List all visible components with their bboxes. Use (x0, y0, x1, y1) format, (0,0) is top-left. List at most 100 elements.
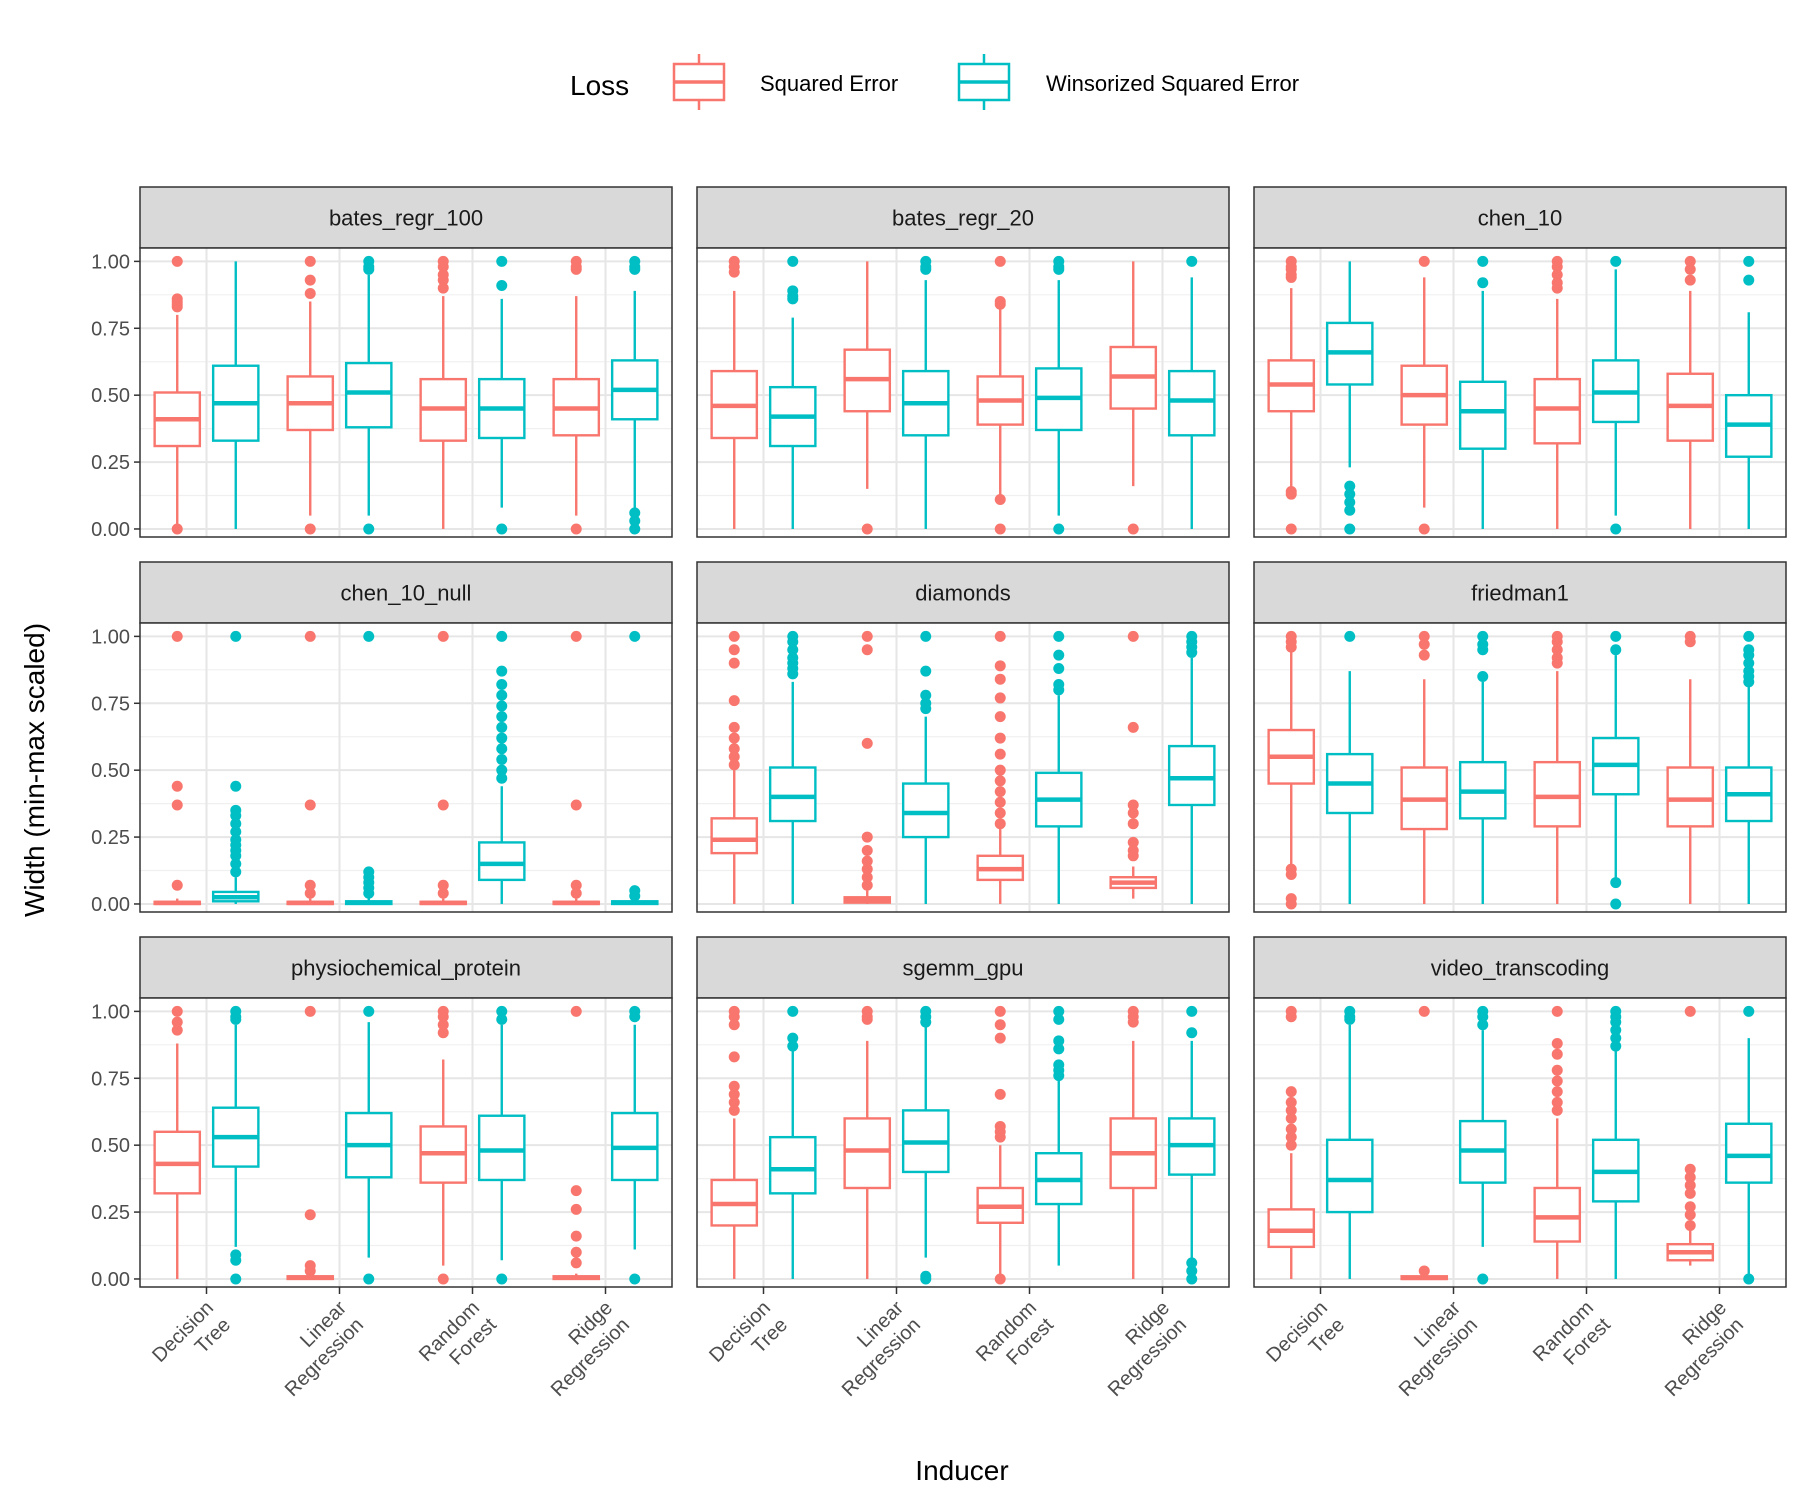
outlier-point (787, 630, 799, 642)
outlier-point (1418, 638, 1430, 650)
y-axes: 0.00 0.25 0.50 0.75 1.00 0.00 0.25 0.50 0.75 1.00… (91, 251, 140, 1291)
outlier-point (861, 871, 873, 883)
outlier-point (1684, 1005, 1696, 1017)
box-linear-regression-squared-error (843, 1005, 892, 1279)
box-random-forest-winsorized-squared-error (477, 255, 526, 535)
outlier-point (787, 1005, 799, 1017)
outlier-point (1344, 504, 1356, 516)
outlier-point (728, 630, 740, 642)
x-tick-label: LinearRegression (821, 1297, 925, 1401)
outlier-point (1418, 1005, 1430, 1017)
box-decision-tree-winsorized-squared-error (768, 255, 817, 529)
panel-border (1253, 247, 1787, 538)
outlier-point (994, 494, 1006, 506)
box-iqr (1458, 380, 1507, 450)
outlier-point (920, 630, 932, 642)
outlier-point (1127, 844, 1139, 856)
y-tick-label: 0.00 (91, 519, 130, 541)
outlier-point (994, 1120, 1006, 1132)
box-iqr (768, 1135, 817, 1195)
outlier-point (1053, 1035, 1065, 1047)
y-tick-label: 0.50 (91, 760, 130, 782)
outlier-point (1186, 1265, 1198, 1277)
outlier-point (1186, 255, 1198, 267)
outlier-point (1743, 255, 1755, 267)
outlier-point (1551, 630, 1563, 642)
x-tick-label: DecisionTree (705, 1297, 792, 1384)
outlier-point (1610, 1024, 1622, 1036)
outlier-point (787, 285, 799, 297)
outlier-point (1477, 1005, 1489, 1017)
facet-strip (696, 186, 1230, 249)
facet-panel-sgemm_gpu: sgemm_gpu (696, 936, 1230, 1288)
outlier-point (994, 1005, 1006, 1017)
box-random-forest-winsorized-squared-error (1591, 255, 1640, 535)
outlier-point (728, 1005, 740, 1017)
outlier-point (994, 786, 1006, 798)
x-tick-label: DecisionTree (1262, 1297, 1349, 1384)
outlier-point (437, 630, 449, 642)
facet-panel-chen_10: chen_10 (1253, 186, 1787, 538)
outlier-point (994, 660, 1006, 672)
outlier-point (1127, 523, 1139, 535)
facet-strip-label: chen_10_null (341, 581, 472, 606)
outlier-point (1418, 649, 1430, 661)
panel-border (696, 622, 1230, 913)
outlier-point (230, 858, 242, 870)
outlier-point (861, 523, 873, 535)
outlier-point (1551, 644, 1563, 656)
outlier-point (570, 255, 582, 267)
outlier-point (1285, 486, 1297, 498)
outlier-point (1684, 1201, 1696, 1213)
panel-border (139, 997, 673, 1288)
outlier-point (1418, 1265, 1430, 1277)
x-tick-label: DecisionTree (148, 1297, 235, 1384)
box-iqr (710, 817, 759, 855)
x-axes: DecisionTree LinearRegression RandomForest… (148, 1287, 1748, 1401)
outlier-point (728, 1088, 740, 1100)
outlier-point (1186, 1027, 1198, 1039)
outlier-point (496, 1013, 508, 1025)
box-ridge-regression-squared-error (552, 630, 601, 906)
box-random-forest-squared-error (1533, 1005, 1582, 1279)
y-tick-label: 0.75 (91, 318, 130, 340)
outlier-point (496, 255, 508, 267)
outlier-point (920, 1270, 932, 1282)
box-random-forest-squared-error (1533, 255, 1582, 529)
outlier-point (496, 700, 508, 712)
outlier-point (363, 255, 375, 267)
outlier-point (171, 255, 183, 267)
outlier-point (230, 818, 242, 830)
box-linear-regression-winsorized-squared-error (901, 630, 950, 904)
outlier-point (1285, 1112, 1297, 1124)
box-ridge-regression-winsorized-squared-error (610, 1005, 659, 1285)
box-linear-regression-squared-error (286, 630, 335, 906)
box-decision-tree-squared-error (1267, 255, 1316, 535)
panel-border (1253, 622, 1787, 913)
box-random-forest-squared-error (1533, 630, 1582, 904)
outlier-point (1684, 1209, 1696, 1221)
y-tick-label: 1.00 (91, 1001, 130, 1023)
box-linear-regression-winsorized-squared-error (1458, 255, 1507, 529)
outlier-point (920, 1005, 932, 1017)
outlier-point (1610, 630, 1622, 642)
box-linear-regression-winsorized-squared-error (344, 630, 393, 906)
facet-panels: bates_regr_100 bates_regr_20 chen_10 chen_1… (139, 186, 1787, 1288)
outlier-point (1610, 1040, 1622, 1052)
panel-border (696, 247, 1230, 538)
box-iqr (843, 1117, 892, 1190)
facet-panel-chen_10_null: chen_10_null (139, 561, 673, 913)
y-tick-label: 0.75 (91, 1068, 130, 1090)
box-random-forest-winsorized-squared-error (477, 1005, 526, 1285)
box-ridge-regression-squared-error (1109, 1005, 1158, 1279)
outlier-point (861, 879, 873, 891)
outlier-point (728, 1096, 740, 1108)
outlier-point (1743, 1273, 1755, 1285)
box-decision-tree-winsorized-squared-error (768, 630, 817, 904)
box-iqr (901, 782, 950, 839)
box-linear-regression-winsorized-squared-error (344, 1005, 393, 1285)
outlier-point (728, 1080, 740, 1092)
outlier-point (1186, 1273, 1198, 1285)
outlier-point (437, 799, 449, 811)
outlier-point (1344, 480, 1356, 492)
